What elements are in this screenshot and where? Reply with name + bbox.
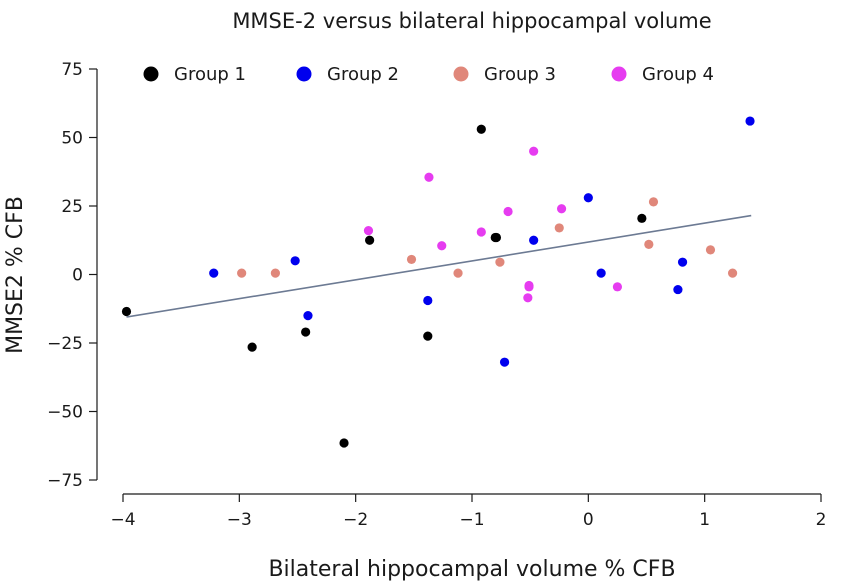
point-group-2 [303,311,313,321]
point-group-4 [424,172,434,182]
point-group-4 [476,227,486,237]
point-group-2 [499,357,510,367]
point-group-4 [612,282,623,292]
point-group-4 [437,241,447,251]
y-tick-label: −50 [47,403,83,423]
x-tick-label: −4 [110,510,135,530]
data-points [121,116,755,448]
legend-label: Group 4 [642,64,714,85]
trendline [126,214,752,318]
point-group-1 [365,235,375,245]
y-axis-label: MMSE2 % CFB [3,196,28,354]
y-tick-label: 0 [72,266,83,286]
point-group-3 [705,245,716,255]
legend-marker [143,66,159,82]
point-group-1 [301,327,311,337]
point-group-2 [677,257,688,267]
y-tick-label: −75 [47,471,83,491]
point-group-1 [637,213,647,223]
x-tick-label: −1 [459,510,484,530]
point-group-2 [423,295,433,306]
legend: Group 1 Group 2 Group 3 Group 4 [143,64,714,85]
legend-marker [453,66,469,82]
point-group-1 [423,331,433,341]
legend-marker [296,66,312,82]
point-group-2 [673,284,683,295]
point-group-2 [596,268,606,278]
point-group-2 [583,193,593,203]
legend-marker [611,66,627,82]
point-group-3 [270,268,280,278]
point-group-3 [727,268,738,278]
point-group-4 [503,206,513,217]
point-group-4 [523,293,533,303]
point-group-3 [495,257,505,267]
point-group-3 [648,197,659,207]
point-group-4 [556,204,567,214]
point-group-1 [476,124,486,134]
point-group-1 [121,306,132,317]
x-axis-label: Bilateral hippocampal volume % CFB [268,557,675,582]
axes [96,69,821,495]
point-group-3 [237,268,247,278]
y-tick-label: 25 [61,197,83,217]
point-group-4 [529,146,539,156]
point-group-3 [406,254,417,265]
point-group-3 [644,239,654,249]
point-group-2 [529,235,539,245]
legend-label: Group 2 [327,64,399,85]
y-tick-label: 75 [61,60,83,80]
y-ticks: 75 50 25 0 −25 −50 −75 [47,60,97,491]
y-tick-label: −25 [47,334,83,354]
x-ticks: −4 −3 −2 −1 0 1 2 [110,494,826,530]
point-group-2 [290,256,300,266]
legend-label: Group 1 [174,64,246,85]
y-tick-label: 50 [61,129,83,149]
x-tick-label: 1 [699,510,710,530]
point-group-4 [363,226,374,236]
legend-item-group-2: Group 2 [296,64,399,85]
x-tick-label: 0 [583,510,594,530]
point-group-1 [491,232,502,243]
point-group-4 [524,282,534,292]
chart-title: MMSE-2 versus bilateral hippocampal volu… [232,9,711,33]
trendline-group [126,214,752,318]
point-group-2 [209,268,219,278]
point-group-3 [554,223,564,233]
point-group-1 [339,438,349,448]
point-group-2 [745,116,755,126]
legend-item-group-4: Group 4 [611,64,714,85]
x-tick-label: −3 [227,510,252,530]
legend-item-group-3: Group 3 [453,64,556,85]
x-tick-label: 2 [816,510,827,530]
point-group-3 [453,268,463,278]
x-tick-label: −2 [343,510,368,530]
point-group-1 [247,342,257,352]
legend-label: Group 3 [484,64,556,85]
legend-item-group-1: Group 1 [143,64,246,85]
